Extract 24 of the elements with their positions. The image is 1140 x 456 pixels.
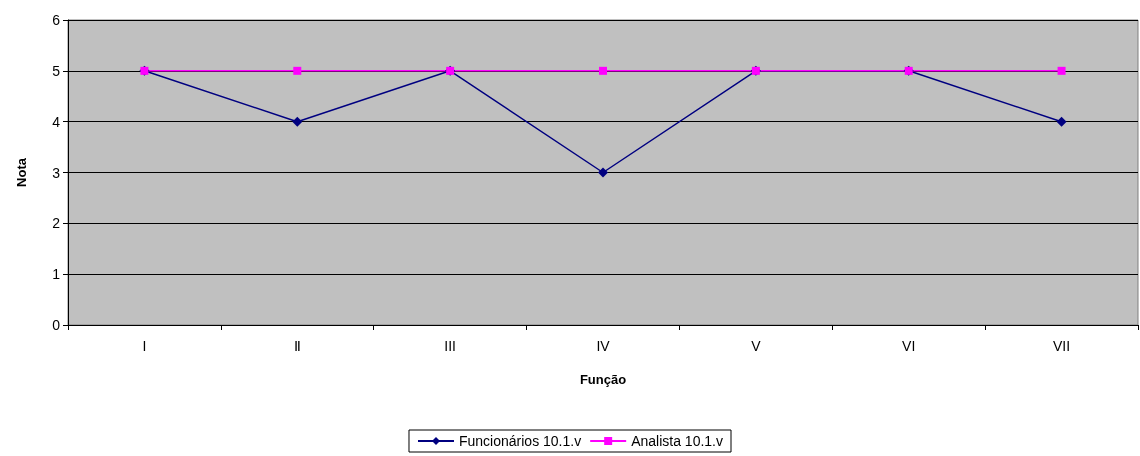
legend-label: Analista 10.1.v <box>631 433 724 449</box>
x-tick-label: VI <box>902 338 916 354</box>
x-tick-label: V <box>751 338 762 354</box>
y-tick-label: 0 <box>52 317 61 333</box>
x-tick-label: VII <box>1053 338 1071 354</box>
y-tick-label: 2 <box>52 215 61 232</box>
x-axis-title: Função <box>579 372 627 387</box>
point <box>292 116 303 127</box>
x-tick-label: III <box>444 338 456 354</box>
x-tick-label: Ⅱ <box>293 338 301 354</box>
point <box>599 66 607 75</box>
y-tick-label: 3 <box>52 164 61 181</box>
x-tick-label: I <box>142 338 147 354</box>
legend-label: Funcionários 10.1.v <box>458 433 582 449</box>
point <box>293 66 302 75</box>
y-tick-label: 5 <box>52 62 61 79</box>
point <box>598 167 608 178</box>
y-tick-label: 4 <box>52 113 61 130</box>
point <box>1056 116 1067 127</box>
point <box>1057 66 1066 75</box>
y-axis-title: Nota <box>14 157 29 187</box>
y-tick-label: 1 <box>52 266 61 283</box>
x-tick-label: IV <box>596 338 611 354</box>
y-tick-label: 6 <box>52 12 61 28</box>
